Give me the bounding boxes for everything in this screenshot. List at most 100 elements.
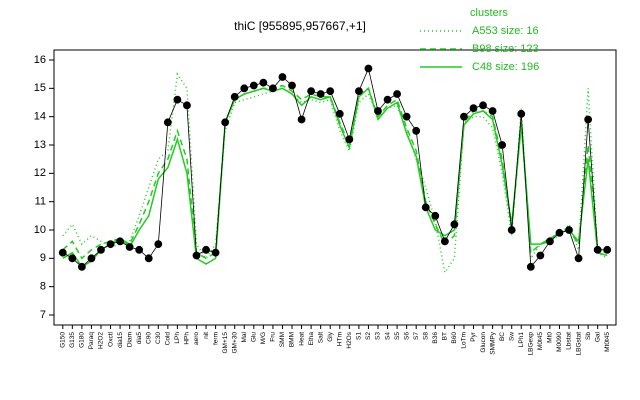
x-tick-label: LoTm bbox=[461, 332, 468, 349]
x-tick-label: Diam bbox=[126, 332, 133, 347]
x-tick-label: C90 bbox=[145, 332, 152, 344]
legend-label: A553 size: 16 bbox=[472, 25, 539, 37]
x-tick-label: aero bbox=[193, 332, 200, 345]
x-tick-label: G150 bbox=[59, 332, 66, 348]
x-tick-label: BC bbox=[499, 332, 506, 341]
x-tick-label: SMMPy bbox=[489, 331, 496, 355]
x-tick-label: B36 bbox=[432, 332, 439, 344]
gene-point bbox=[269, 84, 277, 93]
gene-point bbox=[574, 254, 583, 263]
x-tick-label: C30 bbox=[155, 332, 162, 344]
gene-point bbox=[345, 135, 354, 144]
gene-point bbox=[278, 73, 287, 81]
gene-point bbox=[488, 107, 497, 115]
y-tick-label: 16 bbox=[34, 54, 46, 66]
x-tick-label: S3 bbox=[375, 332, 382, 340]
x-tick-label: S8 bbox=[422, 332, 429, 340]
x-tick-label: Gal bbox=[594, 331, 601, 342]
y-tick-label: 8 bbox=[40, 281, 46, 293]
gene-point bbox=[498, 141, 507, 149]
x-tick-label: S4 bbox=[384, 332, 391, 340]
gene-point bbox=[450, 220, 459, 229]
x-tick-label: ferm bbox=[212, 332, 219, 345]
x-tick-label: dia15 bbox=[117, 332, 124, 348]
gene-point bbox=[479, 101, 487, 110]
gene-point bbox=[565, 226, 573, 234]
gene-point bbox=[259, 78, 268, 87]
gene-point bbox=[192, 251, 201, 260]
x-tick-label: G135 bbox=[69, 332, 76, 348]
gene-point bbox=[135, 245, 144, 254]
gene-point bbox=[421, 203, 430, 212]
gene-point bbox=[374, 107, 382, 115]
x-tick-label: Salt bbox=[317, 332, 324, 343]
gene-point bbox=[221, 118, 230, 127]
x-tick-label: Fru bbox=[270, 332, 277, 342]
x-tick-label: SMM bbox=[279, 332, 286, 347]
gene-point bbox=[507, 226, 516, 234]
gene-point bbox=[440, 237, 449, 246]
x-tick-label: Mt0t45 bbox=[604, 332, 611, 352]
gene-point bbox=[402, 112, 411, 121]
legend-title: clusters bbox=[470, 7, 508, 19]
gene-point bbox=[68, 254, 77, 263]
x-tick-label: Paraq bbox=[88, 332, 95, 350]
x-tick-label: M0t45 bbox=[537, 332, 544, 350]
chart-title: thiC [955895,957667,+1] bbox=[234, 19, 366, 33]
y-tick-label: 13 bbox=[34, 139, 46, 151]
gene-point bbox=[469, 104, 478, 113]
gene-point bbox=[307, 87, 316, 96]
gene-point bbox=[584, 115, 593, 124]
y-tick-label: 11 bbox=[35, 196, 46, 208]
x-tick-label: Etha bbox=[308, 332, 315, 346]
x-tick-label: S1 bbox=[356, 332, 363, 340]
y-tick-label: 15 bbox=[34, 82, 46, 94]
gene-point bbox=[288, 81, 296, 90]
x-tick-label: S5 bbox=[394, 332, 401, 340]
gene-point bbox=[230, 92, 239, 101]
gene-point bbox=[603, 245, 612, 254]
x-tick-label: Sw bbox=[508, 332, 515, 341]
x-tick-label: Glucon bbox=[480, 332, 487, 353]
x-tick-label: BT bbox=[442, 332, 449, 340]
gene-point bbox=[431, 211, 440, 220]
plot-frame bbox=[53, 49, 617, 326]
gene-point bbox=[555, 228, 564, 237]
x-tick-label: S7 bbox=[413, 332, 420, 340]
gene-point bbox=[106, 240, 115, 249]
gene-point bbox=[354, 87, 363, 96]
x-tick-label: BMM bbox=[289, 332, 296, 347]
gene-point bbox=[163, 118, 172, 127]
gene-point bbox=[546, 237, 554, 246]
x-tick-label: Heat bbox=[298, 332, 305, 346]
gene-point bbox=[249, 81, 258, 90]
y-tick-label: 9 bbox=[40, 252, 46, 264]
x-tick-label: Gly bbox=[327, 331, 334, 342]
y-tick-label: 7 bbox=[40, 309, 46, 321]
x-tick-label: Oxctl bbox=[107, 331, 114, 346]
x-tick-label: LBGexp bbox=[528, 332, 535, 356]
y-tick-label: 12 bbox=[34, 167, 46, 179]
x-tick-label: GM+15 bbox=[222, 332, 229, 354]
gene-point bbox=[412, 126, 421, 135]
x-tick-label: H2O2 bbox=[98, 332, 105, 349]
gene-point bbox=[97, 245, 105, 254]
gene-point bbox=[58, 248, 67, 257]
x-tick-label: LPh1 bbox=[518, 332, 525, 348]
gene-point bbox=[77, 262, 86, 271]
x-tick-label: Mt0 bbox=[547, 332, 554, 343]
x-tick-label: Lbstat bbox=[566, 332, 573, 350]
gene-point bbox=[211, 248, 220, 257]
x-tick-label: GM+30 bbox=[231, 332, 238, 354]
y-tick-label: 10 bbox=[34, 224, 46, 236]
gene-point bbox=[116, 237, 124, 246]
gene-point bbox=[125, 243, 134, 251]
x-tick-label: Sb bbox=[585, 332, 592, 340]
x-tick-label: B60 bbox=[451, 332, 458, 344]
x-tick-label: Pyr bbox=[470, 331, 477, 342]
gene-point bbox=[183, 101, 191, 110]
y-tick-label: 14 bbox=[34, 111, 46, 123]
x-tick-label: S6 bbox=[403, 332, 410, 340]
x-tick-label: Glu bbox=[251, 332, 258, 343]
